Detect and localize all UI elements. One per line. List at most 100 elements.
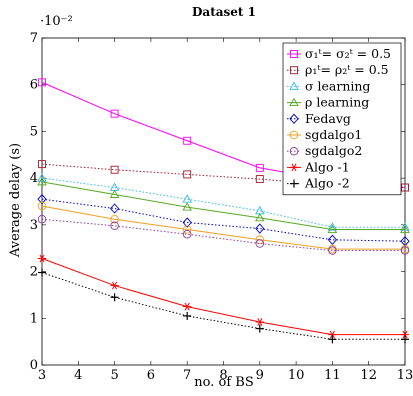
data-point xyxy=(37,193,47,205)
y-axis-label: Average delay (s) xyxy=(8,143,23,258)
series-5 xyxy=(37,193,410,247)
data-point xyxy=(38,160,46,169)
marker-shape xyxy=(37,215,47,224)
marker-shape xyxy=(290,50,298,58)
x-tick-label: 9 xyxy=(256,368,264,383)
x-axis-label: no. of BS xyxy=(194,375,253,390)
data-point xyxy=(182,217,192,228)
data-point xyxy=(37,201,47,211)
data-point xyxy=(328,335,337,344)
legend-marker xyxy=(289,81,299,90)
marker-shape xyxy=(37,173,47,182)
data-point xyxy=(182,229,192,239)
marker-shape xyxy=(182,194,192,203)
series-2 xyxy=(38,160,409,192)
legend-marker xyxy=(290,50,298,58)
y-tick-label: 0 xyxy=(30,358,38,373)
legend-entry: Algo -1 xyxy=(287,159,350,174)
data-point xyxy=(255,318,264,326)
marker-shape xyxy=(291,163,297,172)
legend-entry: sgdalgo2 xyxy=(287,143,362,158)
marker-shape xyxy=(183,136,192,145)
marker-shape xyxy=(255,239,265,248)
data-point xyxy=(255,324,264,333)
marker-shape xyxy=(37,201,47,211)
series-4 xyxy=(37,176,410,233)
x-tick-label: 13 xyxy=(397,368,413,383)
marker-shape xyxy=(255,212,265,222)
data-point xyxy=(400,222,410,231)
legend-marker xyxy=(289,113,299,124)
data-point xyxy=(182,194,192,203)
marker-shape xyxy=(38,160,46,169)
y-multiplier-label: ·10⁻² xyxy=(40,14,73,29)
marker-shape xyxy=(110,109,119,118)
x-tick-label: 11 xyxy=(324,368,341,383)
y-tick-label: 5 xyxy=(30,124,38,139)
legend-marker xyxy=(289,146,299,156)
marker-shape xyxy=(37,176,47,186)
marker-shape xyxy=(184,302,190,311)
marker-shape xyxy=(182,229,192,239)
data-point xyxy=(255,212,265,222)
data-point xyxy=(110,109,119,118)
legend-box xyxy=(282,42,402,196)
data-point xyxy=(400,330,410,339)
data-point xyxy=(38,268,46,277)
marker-shape xyxy=(289,146,299,156)
data-point xyxy=(37,173,47,182)
marker-shape xyxy=(255,223,265,234)
legend-marker xyxy=(290,66,298,75)
marker-shape xyxy=(255,235,265,245)
data-point xyxy=(327,224,338,233)
data-point xyxy=(37,215,47,224)
marker-shape xyxy=(289,97,299,107)
legend-label: sgdalgo1 xyxy=(305,127,362,142)
marker-shape xyxy=(183,170,192,179)
legend-entry: ρ₁ᵗ= ρ₂ᵗ = 0.5 xyxy=(287,62,389,77)
y-tick-label: 2 xyxy=(30,265,38,280)
marker-shape xyxy=(38,78,46,87)
data-point xyxy=(255,175,264,184)
marker-shape xyxy=(257,318,263,326)
data-point xyxy=(327,222,338,231)
y-tick-label: 4 xyxy=(30,171,38,186)
series-9 xyxy=(38,268,409,344)
data-point xyxy=(38,78,46,87)
data-point xyxy=(328,330,337,339)
chart-title: Dataset 1 xyxy=(192,5,256,19)
marker-shape xyxy=(400,224,410,233)
data-point xyxy=(110,215,119,224)
x-tick-label: 8 xyxy=(219,368,227,383)
data-point xyxy=(37,176,47,186)
x-tick-label: 5 xyxy=(110,368,118,383)
marker-shape xyxy=(289,113,299,124)
y-tick-label: 1 xyxy=(30,311,38,326)
series-line xyxy=(41,177,405,228)
y-tick-label: 6 xyxy=(30,78,38,93)
x-tick-label: 10 xyxy=(288,368,305,383)
marker-shape xyxy=(400,246,410,255)
data-point xyxy=(401,335,409,344)
legend-marker xyxy=(290,179,298,188)
x-tick-label: 6 xyxy=(147,368,155,383)
data-point xyxy=(401,183,409,192)
x-tick-label: 3 xyxy=(38,368,46,383)
marker-shape xyxy=(327,224,338,233)
x-tick-label: 4 xyxy=(74,368,82,383)
legend-marker xyxy=(289,163,299,172)
data-point xyxy=(109,203,120,214)
legend-entry: Fedavg xyxy=(287,111,351,126)
x-tick-label: 7 xyxy=(183,368,191,383)
marker-shape xyxy=(37,193,47,205)
x-tick-label: 12 xyxy=(360,368,377,383)
legend-label: σ₁ᵗ= σ₂ᵗ = 0.5 xyxy=(305,46,391,61)
legend-label: sgdalgo2 xyxy=(305,143,362,158)
y-tick-label: 7 xyxy=(30,31,38,46)
series-line xyxy=(41,198,406,242)
marker-shape xyxy=(182,225,192,234)
legend-entry: sgdalgo1 xyxy=(287,127,362,142)
